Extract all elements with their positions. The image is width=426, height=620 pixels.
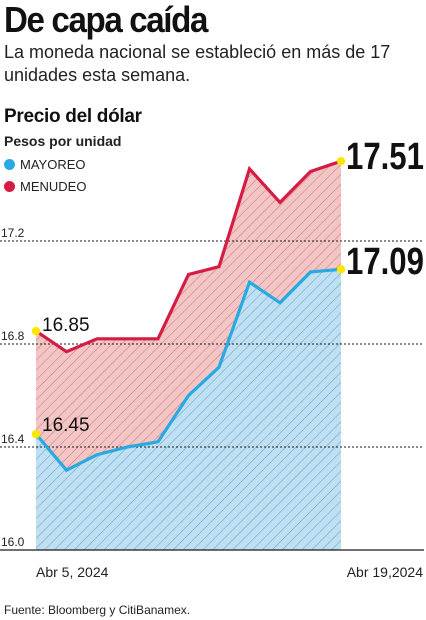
mayoreo-end-point bbox=[336, 265, 346, 274]
x-tick-label-end: Abr 19,2024 bbox=[347, 564, 423, 580]
x-tick-label-start: Abr 5, 2024 bbox=[36, 564, 109, 580]
chart-legend: MAYOREO MENUDEO bbox=[4, 153, 86, 197]
data-label-menudeo-start: 16.85 bbox=[42, 315, 90, 336]
mayoreo-start-point bbox=[31, 429, 41, 439]
y-tick-label: 16.8 bbox=[1, 329, 25, 343]
source-note: Fuente: Bloomberg y CitiBanamex. bbox=[4, 603, 191, 617]
legend-swatch-menudeo bbox=[4, 180, 15, 192]
y-tick-label: 16.4 bbox=[1, 432, 25, 446]
menudeo-line bbox=[35, 159, 342, 354]
data-label-menudeo-end: 17.51 bbox=[346, 136, 424, 178]
menudeo-end-point bbox=[336, 156, 346, 166]
legend-item-mayoreo: MAYOREO bbox=[4, 153, 86, 175]
legend-item-menudeo: MENUDEO bbox=[4, 175, 86, 197]
y-tick-label: 16.0 bbox=[1, 535, 25, 549]
page-subtitle: La moneda nacional se estableció en más … bbox=[4, 42, 391, 85]
legend-label-menudeo: MENUDEO bbox=[20, 178, 87, 194]
y-axis-unit-label: Pesos por unidad bbox=[4, 133, 122, 149]
legend-swatch-mayoreo bbox=[4, 158, 15, 170]
data-label-mayoreo-end: 17.09 bbox=[346, 241, 424, 283]
mayoreo-line bbox=[34, 267, 342, 473]
menudeo-start-point bbox=[31, 326, 41, 336]
mayoreo-area bbox=[36, 269, 341, 550]
legend-label-mayoreo: MAYOREO bbox=[20, 156, 86, 172]
page-title: De capa caída bbox=[4, 0, 208, 40]
data-label-mayoreo-start: 16.45 bbox=[42, 415, 90, 436]
chart-title: Precio del dólar bbox=[4, 106, 142, 127]
menudeo-area bbox=[36, 161, 341, 471]
y-tick-label: 17.2 bbox=[1, 226, 25, 240]
